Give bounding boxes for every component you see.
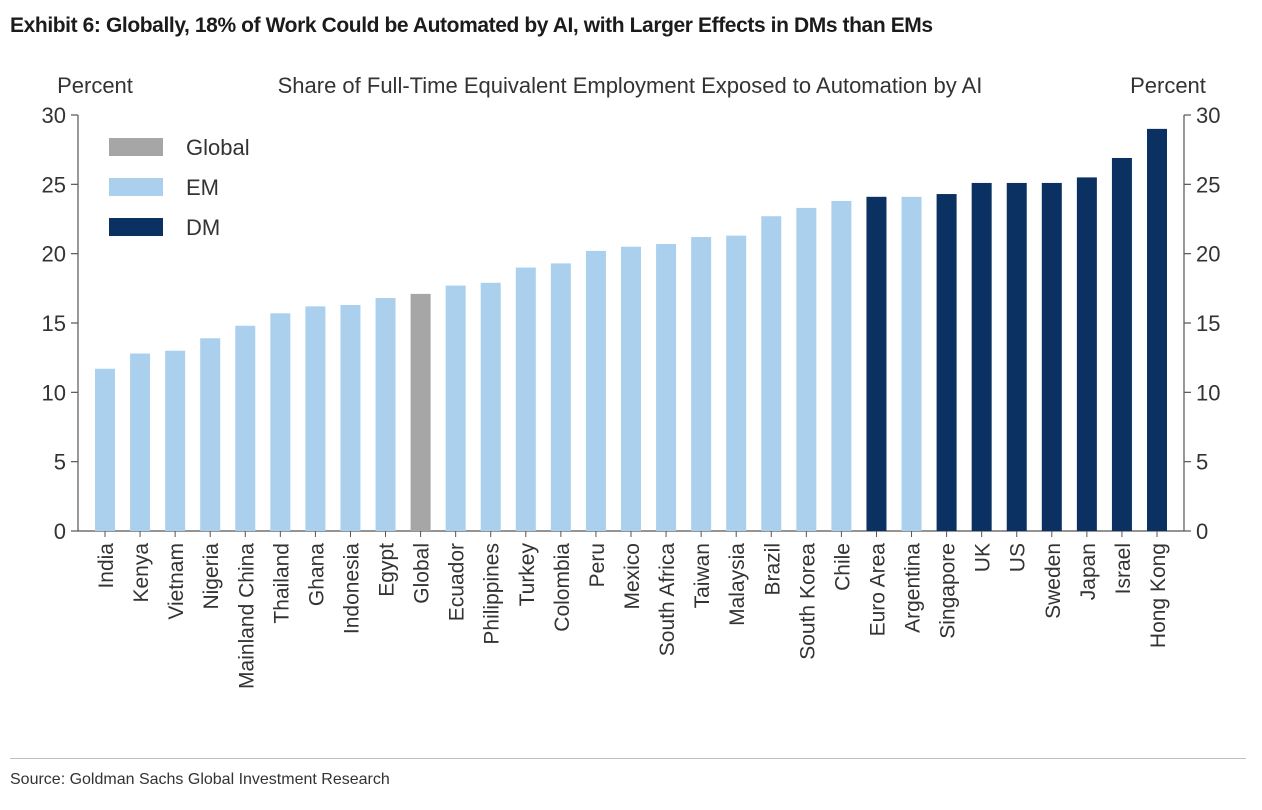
bar-south-africa (656, 243, 677, 531)
legend-label-em: EM (186, 175, 219, 200)
x-tick-label-indonesia: Indonesia (340, 543, 363, 634)
bar-mainland-china (235, 325, 256, 531)
x-tick-label-uk: UK (972, 543, 995, 572)
x-tick-label-chile: Chile (831, 543, 854, 591)
source-note: Source: Goldman Sachs Global Investment … (10, 771, 390, 788)
x-tick-label-sweden: Sweden (1042, 543, 1065, 619)
x-tick-label-egypt: Egypt (376, 543, 399, 597)
x-tick-label-thailand: Thailand (270, 543, 293, 624)
x-tick-label-brazil: Brazil (761, 543, 784, 596)
bar-ecuador (445, 285, 466, 531)
x-tick-label-malaysia: Malaysia (726, 543, 749, 626)
bar-vietnam (165, 350, 186, 531)
bar-south-korea (796, 207, 817, 531)
x-tick-label-taiwan: Taiwan (691, 543, 714, 608)
y-tick-label-left: 30 (42, 103, 66, 128)
x-tick-label-philippines: Philippines (481, 543, 504, 645)
y-tick-label-right: 15 (1196, 311, 1220, 336)
y-tick-label-right: 0 (1196, 519, 1208, 544)
x-tick-label-argentina: Argentina (902, 543, 925, 633)
x-tick-label-ecuador: Ecuador (446, 543, 469, 621)
x-tick-label-japan: Japan (1077, 543, 1100, 600)
x-tick-label-mexico: Mexico (621, 543, 644, 610)
legend-label-dm: DM (186, 215, 220, 240)
bar-chart: Share of Full-Time Equivalent Employment… (42, 73, 1221, 689)
x-tick-label-us: US (1007, 543, 1030, 572)
x-tick-label-india: India (95, 543, 118, 589)
x-tick-label-vietnam: Vietnam (165, 543, 188, 620)
bar-uk (971, 182, 992, 532)
bar-argentina (901, 196, 922, 531)
y-tick-label-left: 5 (54, 450, 66, 475)
bar-india (95, 368, 115, 531)
y-axis-label-right: Percent (1130, 73, 1206, 98)
bar-hong-kong (1147, 128, 1167, 531)
bar-peru (585, 250, 606, 532)
bar-israel (1111, 157, 1132, 531)
x-tick-label-singapore: Singapore (937, 543, 960, 639)
bar-malaysia (726, 235, 747, 531)
x-tick-label-mainland-china: Mainland China (235, 543, 258, 689)
bar-us (1006, 182, 1027, 532)
y-tick-label-left: 20 (42, 242, 66, 267)
bar-chile (831, 200, 852, 531)
legend-label-global: Global (186, 135, 250, 160)
y-tick-label-left: 10 (42, 380, 66, 405)
x-tick-label-ghana: Ghana (305, 543, 328, 606)
y-tick-label-left: 25 (42, 172, 66, 197)
bar-mexico (621, 246, 641, 531)
legend-swatch-global (109, 138, 163, 156)
bar-thailand (270, 313, 291, 531)
y-tick-label-right: 10 (1196, 380, 1220, 405)
x-tick-label-peru: Peru (586, 543, 609, 587)
exhibit-title: Exhibit 6: Globally, 18% of Work Could b… (10, 14, 933, 37)
x-tick-label-nigeria: Nigeria (200, 543, 223, 610)
x-tick-label-global: Global (411, 543, 434, 604)
y-tick-label-right: 5 (1196, 450, 1208, 475)
bar-egypt (375, 298, 396, 531)
x-tick-label-south-africa: South Africa (656, 543, 679, 657)
footer-divider (10, 758, 1246, 759)
bar-kenya (130, 353, 151, 531)
bar-ghana (305, 306, 326, 531)
legend-swatch-dm (109, 218, 163, 236)
y-axis-label-left: Percent (57, 73, 133, 98)
legend: Global EM DM (109, 135, 250, 240)
x-tick-label-turkey: Turkey (516, 543, 539, 607)
bar-brazil (761, 216, 782, 531)
bar-taiwan (691, 237, 712, 531)
bar-colombia (550, 263, 571, 531)
x-tick-label-south-korea: South Korea (796, 543, 819, 660)
legend-swatch-em (109, 178, 163, 196)
chart-title: Share of Full-Time Equivalent Employment… (278, 73, 983, 98)
bar-philippines (480, 282, 501, 531)
bar-euro-area (866, 196, 887, 531)
bar-japan (1076, 177, 1097, 531)
bar-sweden (1041, 182, 1062, 532)
bar-nigeria (200, 338, 221, 531)
y-tick-label-right: 20 (1196, 242, 1220, 267)
x-tick-label-kenya: Kenya (130, 543, 153, 603)
x-tick-label-euro-area: Euro Area (866, 543, 889, 637)
y-tick-label-left: 0 (54, 519, 66, 544)
y-tick-label-right: 25 (1196, 172, 1220, 197)
bar-singapore (936, 194, 957, 532)
x-tick-label-colombia: Colombia (551, 543, 574, 632)
bar-turkey (515, 267, 536, 531)
x-tick-label-israel: Israel (1112, 543, 1135, 594)
bar-indonesia (340, 304, 361, 531)
y-tick-label-right: 30 (1196, 103, 1220, 128)
y-tick-label-left: 15 (42, 311, 66, 336)
bar-global (410, 293, 431, 531)
x-tick-label-hong-kong: Hong Kong (1147, 543, 1170, 648)
